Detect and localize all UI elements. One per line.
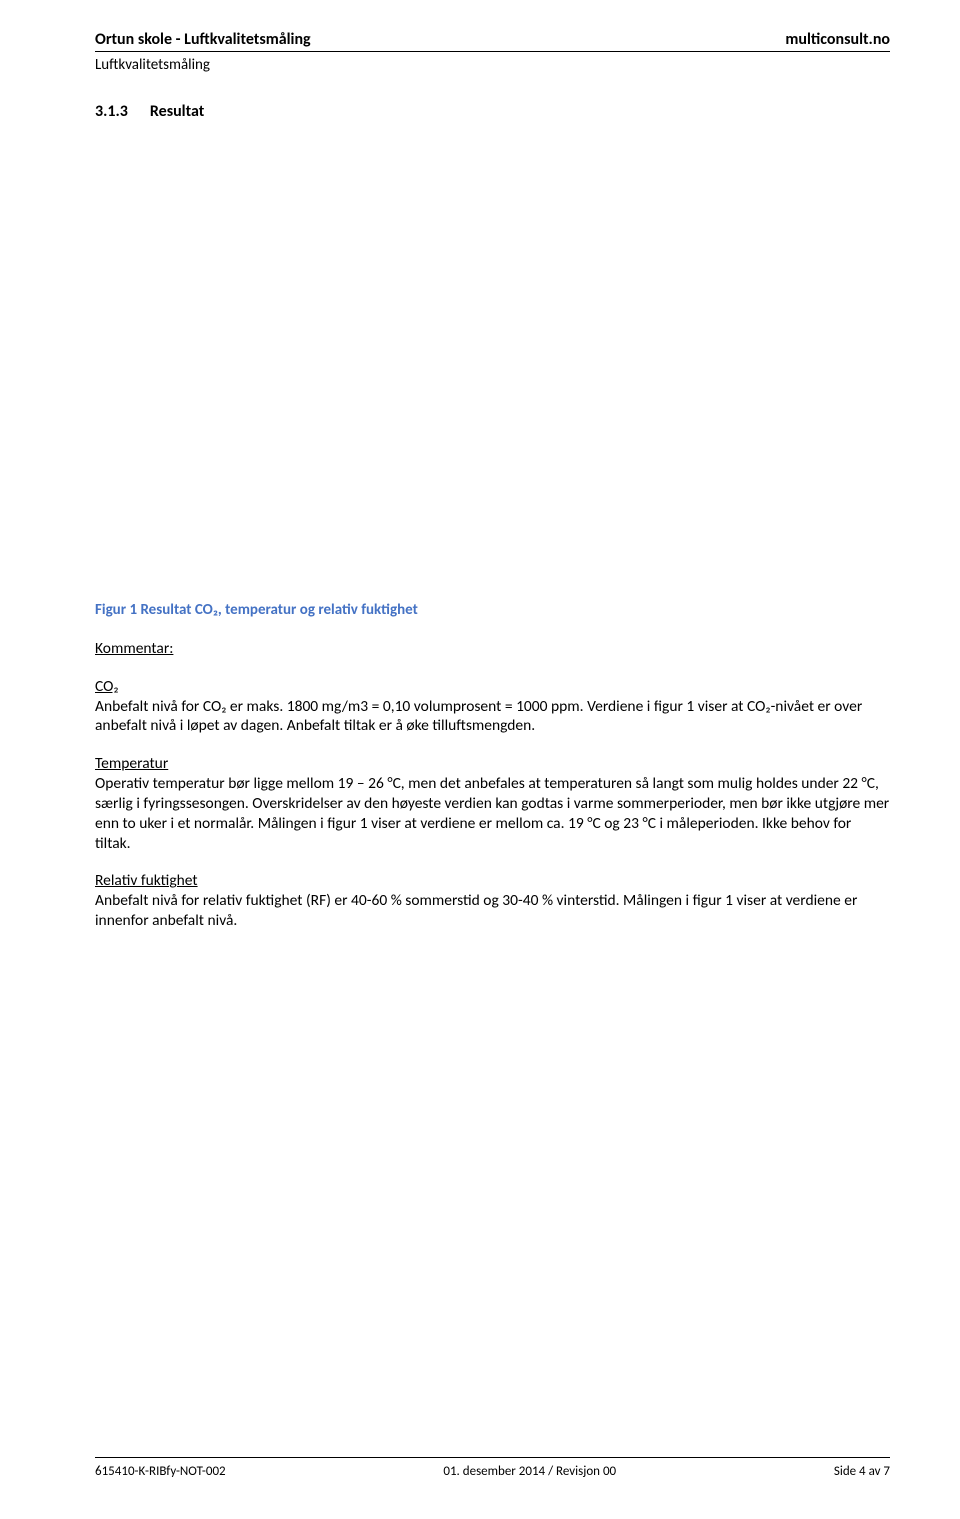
- co2-label: CO₂: [95, 677, 890, 697]
- footer-left: 615410-K-RIBfy-NOT-002: [95, 1464, 226, 1479]
- header-title-right: multiconsult.no: [785, 30, 890, 49]
- section-number: 3.1.3: [95, 102, 128, 121]
- kommentar-label: Kommentar:: [95, 639, 173, 658]
- header-subtitle: Luftkvalitetsmåling: [95, 56, 890, 74]
- section-title: Resultat: [150, 102, 204, 121]
- figure-caption: Figur 1 Resultat CO₂, temperatur og rela…: [95, 601, 890, 619]
- section-heading: 3.1.3 Resultat: [95, 102, 890, 121]
- footer-center: 01. desember 2014 / Revisjon 00: [443, 1464, 616, 1479]
- footer-right: Side 4 av 7: [834, 1464, 890, 1479]
- header-title-left: Ortun skole - Luftkvalitetsmåling: [95, 30, 311, 49]
- page-footer: 615410-K-RIBfy-NOT-002 01. desember 2014…: [95, 1457, 890, 1479]
- temperatur-label: Temperatur: [95, 754, 890, 774]
- co2-text: Anbefalt nivå for CO₂ er maks. 1800 mg/m…: [95, 697, 890, 737]
- page-header: Ortun skole - Luftkvalitetsmåling multic…: [95, 30, 890, 52]
- fuktighet-text: Anbefalt nivå for relativ fuktighet (RF)…: [95, 891, 890, 931]
- fuktighet-label: Relativ fuktighet: [95, 871, 890, 891]
- temperatur-text: Operativ temperatur bør ligge mellom 19 …: [95, 774, 890, 853]
